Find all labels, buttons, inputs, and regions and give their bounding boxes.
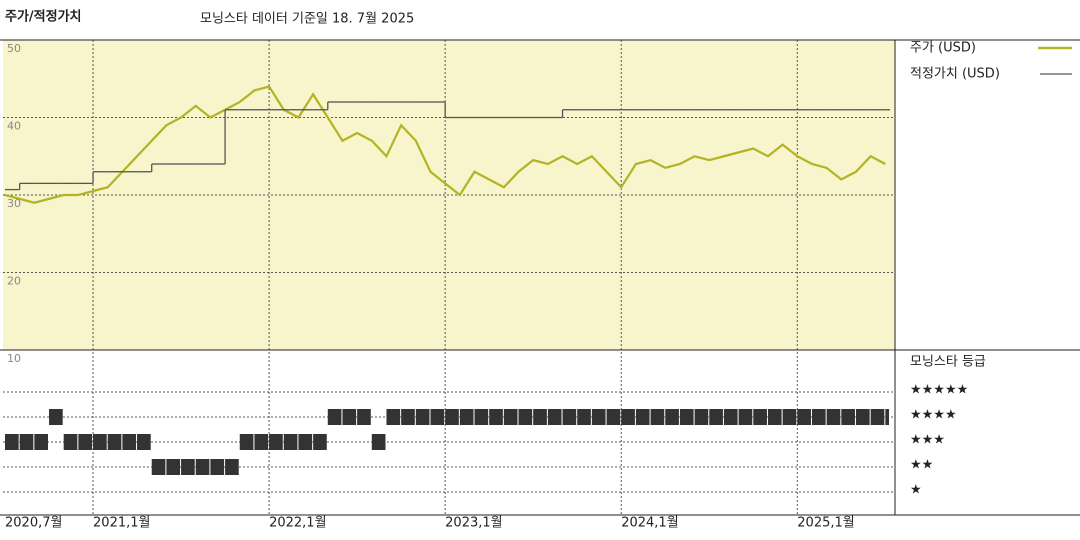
rating-bar <box>709 409 723 425</box>
rating-label: ★★ <box>910 458 933 473</box>
rating-bar <box>63 434 78 450</box>
rating-bar <box>650 409 665 425</box>
rating-bar <box>547 409 562 425</box>
rating-bar <box>137 434 151 450</box>
rating-bar <box>885 409 889 425</box>
rating-bar <box>621 409 635 425</box>
rating-bar <box>166 459 181 475</box>
rating-bar <box>401 409 415 425</box>
price-line <box>4 85 886 204</box>
rating-title: 모닝스타 등급 <box>910 355 986 370</box>
rating-bar <box>694 409 709 425</box>
rating-bar <box>210 459 225 475</box>
rating-bar <box>826 409 841 425</box>
rating-label: ★★★★ <box>910 408 957 423</box>
rating-bar <box>503 409 518 425</box>
rating-bar <box>313 434 327 450</box>
rating-bar <box>635 409 650 425</box>
x-tick-label: 2021,1월 <box>93 516 150 531</box>
chart-title: 주가/적정가치 <box>5 9 82 25</box>
rating-bar <box>679 409 694 425</box>
rating-bar <box>34 434 49 450</box>
y-tick-label: 30 <box>7 197 21 210</box>
x-tick-label: 2023,1월 <box>445 516 502 531</box>
rating-bar <box>870 409 885 425</box>
rating-bar <box>151 459 166 475</box>
rating-bar <box>459 409 474 425</box>
rating-bar <box>371 434 386 450</box>
rating-bar <box>445 409 459 425</box>
rating-bar <box>327 409 342 425</box>
rating-bar <box>797 409 811 425</box>
rating-bar <box>283 434 298 450</box>
rating-bar <box>254 434 269 450</box>
y-tick-label: 50 <box>7 42 21 55</box>
rating-bar <box>489 409 503 425</box>
rating-bar <box>298 434 313 450</box>
rating-bar <box>239 434 254 450</box>
rating-bar <box>225 459 239 475</box>
rating-bar <box>811 409 826 425</box>
rating-bar <box>195 459 210 475</box>
rating-label: ★★★ <box>910 433 945 448</box>
rating-bar <box>93 434 107 450</box>
rating-bar <box>606 409 621 425</box>
rating-bar <box>518 409 533 425</box>
rating-bar <box>782 409 797 425</box>
rating-bar <box>577 409 591 425</box>
rating-bar <box>753 409 767 425</box>
rating-bar <box>665 409 679 425</box>
x-tick-label: 2022,1월 <box>269 516 326 531</box>
rating-bar <box>430 409 445 425</box>
rating-bar <box>474 409 489 425</box>
rating-bar <box>855 409 870 425</box>
rating-bar <box>767 409 782 425</box>
rating-bar <box>49 409 63 425</box>
y-tick-label: 10 <box>7 352 21 365</box>
rating-label: ★★★★★ <box>910 383 968 398</box>
rating-bar <box>78 434 93 450</box>
rating-bar <box>723 409 738 425</box>
chart-subtitle: 모닝스타 데이터 기준일 18. 7월 2025 <box>200 12 414 27</box>
rating-bar <box>269 434 283 450</box>
rating-label: ★ <box>910 483 922 498</box>
rating-bar <box>591 409 606 425</box>
rating-bar <box>181 459 195 475</box>
legend-label: 적정가치 (USD) <box>910 67 1000 82</box>
x-tick-label: 2024,1월 <box>621 516 678 531</box>
rating-bar <box>415 409 430 425</box>
rating-bar <box>342 409 357 425</box>
x-tick-label: 2025,1월 <box>797 516 854 531</box>
rating-bar <box>533 409 547 425</box>
rating-bar <box>357 409 371 425</box>
rating-bar <box>122 434 137 450</box>
rating-bar <box>738 409 753 425</box>
rating-bar <box>386 409 401 425</box>
rating-bar <box>107 434 122 450</box>
rating-bar <box>841 409 855 425</box>
y-tick-label: 40 <box>7 120 21 133</box>
rating-bar <box>5 434 19 450</box>
x-tick-label: 2020,7월 <box>5 516 62 531</box>
rating-bar <box>562 409 577 425</box>
y-tick-label: 20 <box>7 275 21 288</box>
rating-bar <box>19 434 34 450</box>
legend-label: 주가 (USD) <box>910 41 976 56</box>
